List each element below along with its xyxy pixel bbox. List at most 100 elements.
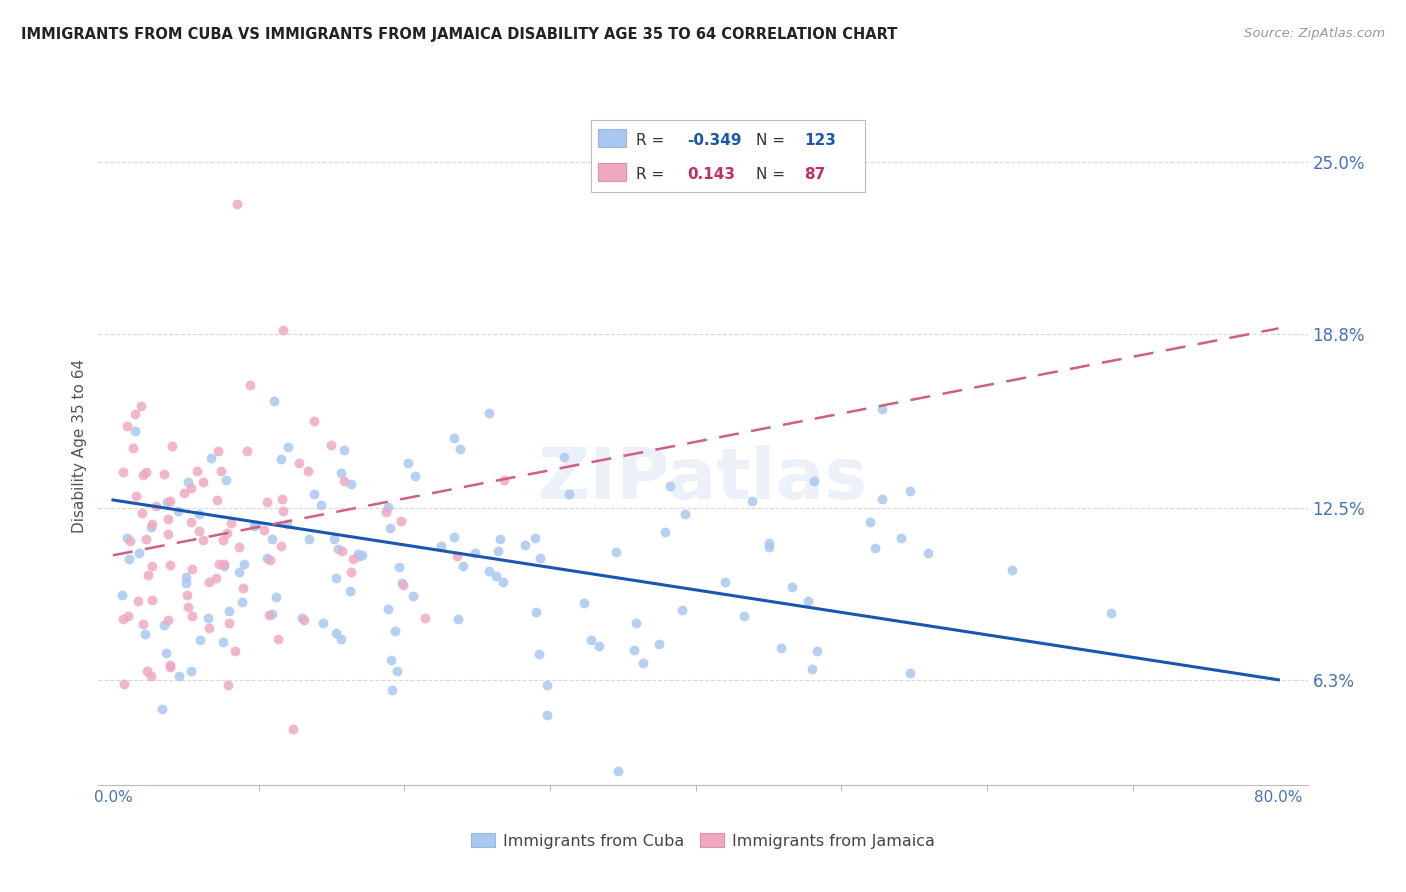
Point	[648, 637, 671, 651]
Point	[233, 557, 256, 571]
Point	[447, 612, 470, 626]
Point	[333, 442, 356, 457]
Point	[156, 512, 179, 526]
Point	[141, 669, 163, 683]
Point	[492, 473, 515, 487]
Point	[262, 532, 284, 546]
Text: 87: 87	[804, 167, 825, 182]
Text: ZIPatlas: ZIPatlas	[538, 445, 868, 515]
Point	[112, 465, 135, 479]
Point	[803, 475, 825, 489]
Point	[478, 564, 501, 578]
Text: Source: ZipAtlas.com: Source: ZipAtlas.com	[1244, 27, 1385, 40]
Text: 0.143: 0.143	[688, 167, 735, 182]
Point	[271, 492, 294, 507]
Point	[212, 558, 235, 573]
Point	[451, 559, 474, 574]
Point	[340, 565, 363, 579]
Point	[208, 558, 231, 572]
Legend: Immigrants from Cuba, Immigrants from Jamaica: Immigrants from Cuba, Immigrants from Ja…	[464, 827, 942, 855]
Point	[207, 444, 229, 458]
Point	[131, 399, 153, 413]
Point	[187, 524, 209, 539]
Point	[377, 500, 399, 514]
Point	[325, 626, 347, 640]
Point	[758, 535, 780, 549]
Point	[1099, 606, 1122, 620]
Point	[671, 603, 693, 617]
Point	[391, 514, 413, 528]
Point	[558, 487, 581, 501]
Point	[134, 627, 156, 641]
Point	[141, 517, 163, 532]
Point	[180, 664, 202, 678]
Point	[141, 593, 163, 607]
Text: N =: N =	[756, 133, 790, 148]
Point	[112, 677, 135, 691]
Point	[607, 764, 630, 778]
Point	[443, 431, 465, 445]
Point	[217, 677, 239, 691]
Point	[181, 608, 204, 623]
Point	[198, 575, 221, 590]
Point	[209, 464, 232, 478]
Point	[859, 515, 882, 529]
Point	[347, 547, 370, 561]
Point	[131, 506, 153, 520]
Point	[302, 487, 325, 501]
Point	[486, 544, 509, 558]
Point	[658, 479, 681, 493]
Point	[446, 549, 468, 563]
Point	[188, 632, 211, 647]
Point	[271, 323, 294, 337]
Point	[281, 722, 304, 736]
Point	[186, 464, 208, 478]
Point	[117, 531, 139, 545]
Point	[396, 456, 419, 470]
Point	[174, 576, 197, 591]
Point	[259, 552, 281, 566]
Point	[245, 518, 267, 533]
Point	[898, 483, 921, 498]
Point	[187, 507, 209, 521]
Point	[574, 596, 596, 610]
Point	[124, 407, 146, 421]
Point	[391, 577, 413, 591]
Point	[167, 669, 190, 683]
Point	[524, 605, 547, 619]
Point	[380, 520, 402, 534]
Point	[536, 708, 558, 723]
Point	[232, 581, 254, 595]
Point	[380, 653, 402, 667]
Point	[339, 584, 361, 599]
Point	[870, 492, 893, 507]
Point	[780, 580, 803, 594]
Point	[553, 450, 575, 464]
Point	[381, 682, 404, 697]
Point	[588, 640, 610, 654]
Point	[605, 545, 627, 559]
Point	[529, 550, 551, 565]
Point	[122, 442, 145, 456]
Point	[173, 486, 195, 500]
Point	[413, 611, 436, 625]
Point	[159, 494, 181, 508]
Point	[160, 438, 183, 452]
Point	[277, 440, 299, 454]
Point	[329, 632, 352, 646]
Point	[118, 552, 141, 566]
Point	[312, 616, 335, 631]
Point	[485, 569, 508, 583]
Point	[235, 443, 257, 458]
Point	[191, 475, 214, 489]
Point	[180, 515, 202, 529]
Point	[219, 516, 242, 531]
Text: 123: 123	[804, 133, 837, 148]
Point	[325, 571, 347, 585]
Point	[215, 473, 238, 487]
Point	[224, 643, 246, 657]
Point	[135, 533, 157, 547]
Point	[212, 533, 235, 548]
Point	[391, 575, 413, 590]
Point	[311, 498, 333, 512]
